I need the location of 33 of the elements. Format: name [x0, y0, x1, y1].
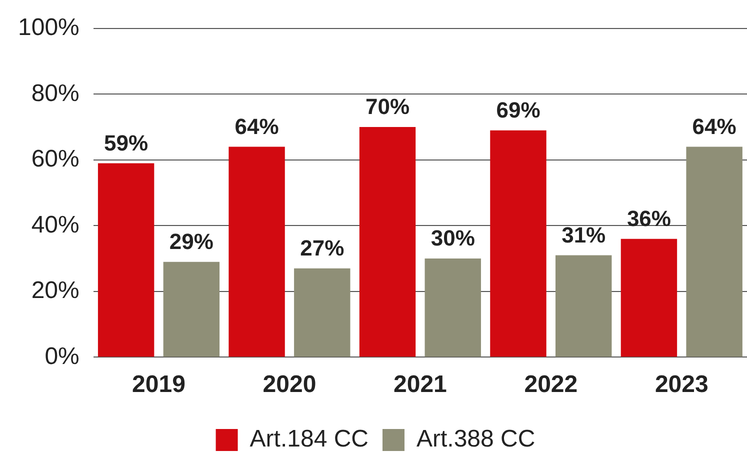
x-tick-label: 2023	[654, 371, 708, 398]
bar	[424, 258, 481, 357]
bar	[555, 255, 612, 357]
bar	[228, 146, 285, 357]
data-label: 30%	[430, 226, 475, 251]
data-label: 70%	[365, 94, 410, 120]
bar	[359, 127, 416, 357]
data-label: 31%	[562, 222, 606, 248]
data-label: 64%	[692, 114, 736, 139]
y-tick-label: 40%	[31, 211, 80, 238]
y-tick-label: 0%	[44, 342, 80, 370]
legend-label: Art.388 CC	[416, 426, 536, 453]
bar	[490, 130, 546, 357]
x-tick-label: 2019	[132, 371, 186, 398]
bar	[98, 163, 154, 357]
bar	[294, 268, 350, 357]
y-tick-label: 20%	[31, 277, 80, 304]
bar	[163, 262, 220, 357]
data-label: 29%	[169, 228, 214, 254]
bar	[620, 238, 678, 357]
y-tick-label: 80%	[31, 80, 80, 107]
x-tick-label: 2022	[524, 371, 578, 398]
data-label: 69%	[496, 97, 540, 122]
data-label: 27%	[300, 235, 344, 260]
data-label: 64%	[234, 114, 279, 139]
legend-label: Art.184 CC	[250, 426, 369, 453]
data-label: 59%	[104, 130, 148, 156]
x-tick-label: 2021	[393, 371, 447, 398]
y-tick-label: 100%	[18, 14, 80, 42]
y-tick-label: 60%	[31, 146, 80, 173]
bar	[686, 146, 742, 357]
x-tick-label: 2020	[262, 371, 316, 398]
data-label: 36%	[626, 206, 671, 231]
